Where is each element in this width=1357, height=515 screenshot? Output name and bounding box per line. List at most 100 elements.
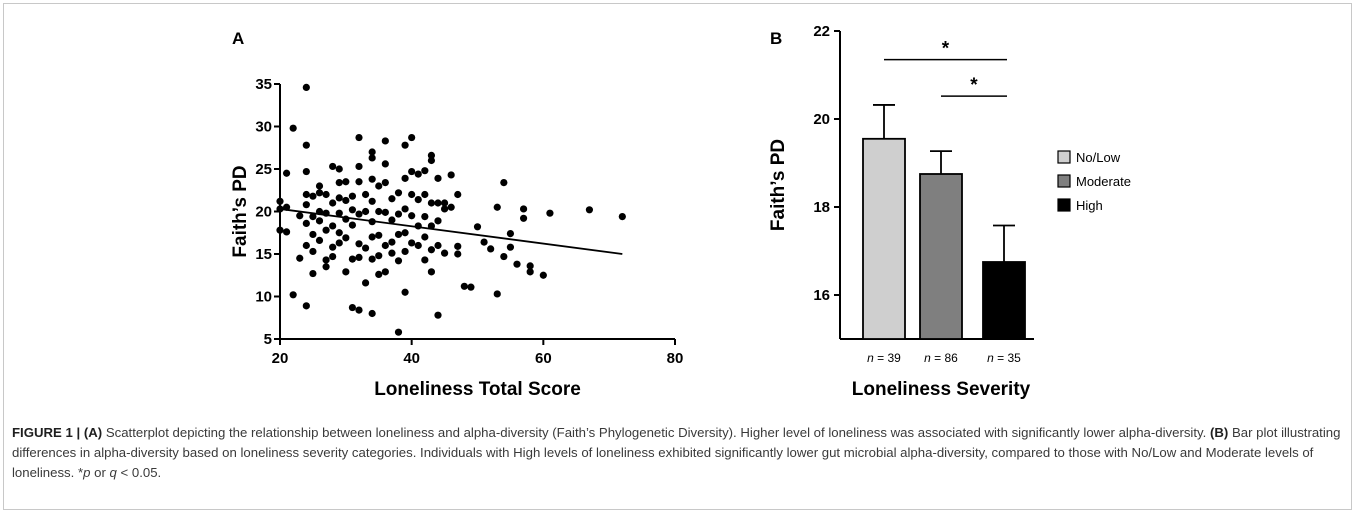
data-point [434, 217, 442, 225]
data-point [342, 178, 350, 186]
data-point [375, 252, 383, 260]
x-tick-label: 60 [535, 350, 552, 367]
data-point [434, 241, 442, 250]
data-point [447, 203, 455, 211]
caption-or: or [90, 465, 110, 480]
x-axis-title: Loneliness Severity [852, 379, 1031, 400]
data-point [276, 197, 284, 205]
data-point [289, 291, 297, 299]
data-point [296, 212, 304, 220]
data-point [401, 141, 409, 149]
bar-0 [862, 137, 906, 340]
data-point [309, 192, 317, 200]
data-point [447, 171, 455, 179]
data-point [408, 167, 416, 176]
data-point [368, 154, 376, 162]
y-tick-label: 20 [813, 111, 830, 128]
data-point [355, 306, 363, 314]
data-point [368, 233, 376, 241]
data-point [289, 124, 297, 132]
data-point [440, 205, 449, 213]
data-point [276, 205, 284, 213]
data-point [487, 245, 495, 253]
data-point [381, 241, 389, 250]
legend-label: No/Low [1076, 150, 1121, 165]
data-point [493, 290, 501, 298]
data-point [361, 207, 370, 216]
data-point [302, 201, 310, 209]
data-point [427, 199, 436, 207]
legend-label: Moderate [1076, 174, 1131, 189]
legend-swatch [1057, 150, 1071, 164]
y-tick-label: 30 [255, 119, 272, 136]
data-point [282, 169, 291, 177]
data-point [335, 209, 343, 217]
data-point [421, 167, 429, 175]
data-point [473, 223, 482, 231]
data-point [394, 257, 403, 265]
data-point [454, 250, 462, 258]
data-point [408, 212, 416, 220]
data-point [546, 209, 554, 217]
data-point [368, 175, 376, 183]
x-tick-label: 80 [667, 350, 684, 367]
data-point [309, 247, 317, 256]
caption-figure-label: FIGURE 1 | (A) [12, 425, 103, 440]
data-point [434, 311, 442, 319]
data-point [414, 196, 422, 204]
data-point [414, 170, 422, 178]
data-point [513, 260, 521, 268]
data-point [368, 255, 376, 263]
data-point [500, 179, 508, 187]
data-point [388, 238, 396, 246]
data-point [302, 302, 310, 310]
data-point [381, 137, 389, 145]
data-point [421, 233, 429, 241]
data-point [315, 189, 324, 197]
data-point [618, 213, 626, 221]
data-point [329, 199, 337, 207]
data-point [421, 256, 429, 264]
y-tick-label: 18 [813, 199, 830, 216]
data-point [454, 190, 462, 199]
panel-a-letter: A [232, 29, 244, 48]
n-label: n = 35 [987, 351, 1021, 365]
data-point [302, 83, 310, 91]
data-point [368, 197, 376, 205]
bar-1 [919, 173, 963, 340]
data-point [348, 206, 357, 214]
caption-panel-a-text: Scatterplot depicting the relationship b… [102, 425, 1210, 440]
data-point [381, 179, 389, 187]
data-point [421, 213, 429, 221]
data-point [309, 269, 317, 278]
data-point [302, 241, 310, 250]
n-label: n = 39 [867, 351, 901, 365]
data-point [355, 178, 363, 186]
data-point [315, 236, 324, 244]
data-point [315, 217, 324, 225]
data-point [315, 182, 324, 190]
x-tick-label: 20 [272, 350, 289, 367]
data-point [329, 252, 337, 261]
data-point [388, 249, 396, 257]
data-point [348, 255, 357, 263]
data-point [427, 268, 436, 276]
data-point [342, 234, 350, 242]
data-point [309, 230, 317, 239]
data-point [500, 252, 508, 261]
data-point [348, 221, 357, 229]
data-point [585, 206, 594, 214]
panel-b-letter: B [770, 29, 782, 48]
data-point [480, 238, 488, 246]
data-point [368, 309, 376, 318]
data-point [282, 228, 291, 236]
data-point [493, 203, 501, 211]
bar-2 [982, 261, 1026, 340]
x-tick-label: 40 [403, 350, 420, 367]
y-tick-label: 5 [264, 331, 272, 348]
data-point [394, 189, 403, 197]
trend-line [279, 208, 623, 255]
significance-star: * [942, 39, 950, 60]
data-point [335, 165, 343, 173]
